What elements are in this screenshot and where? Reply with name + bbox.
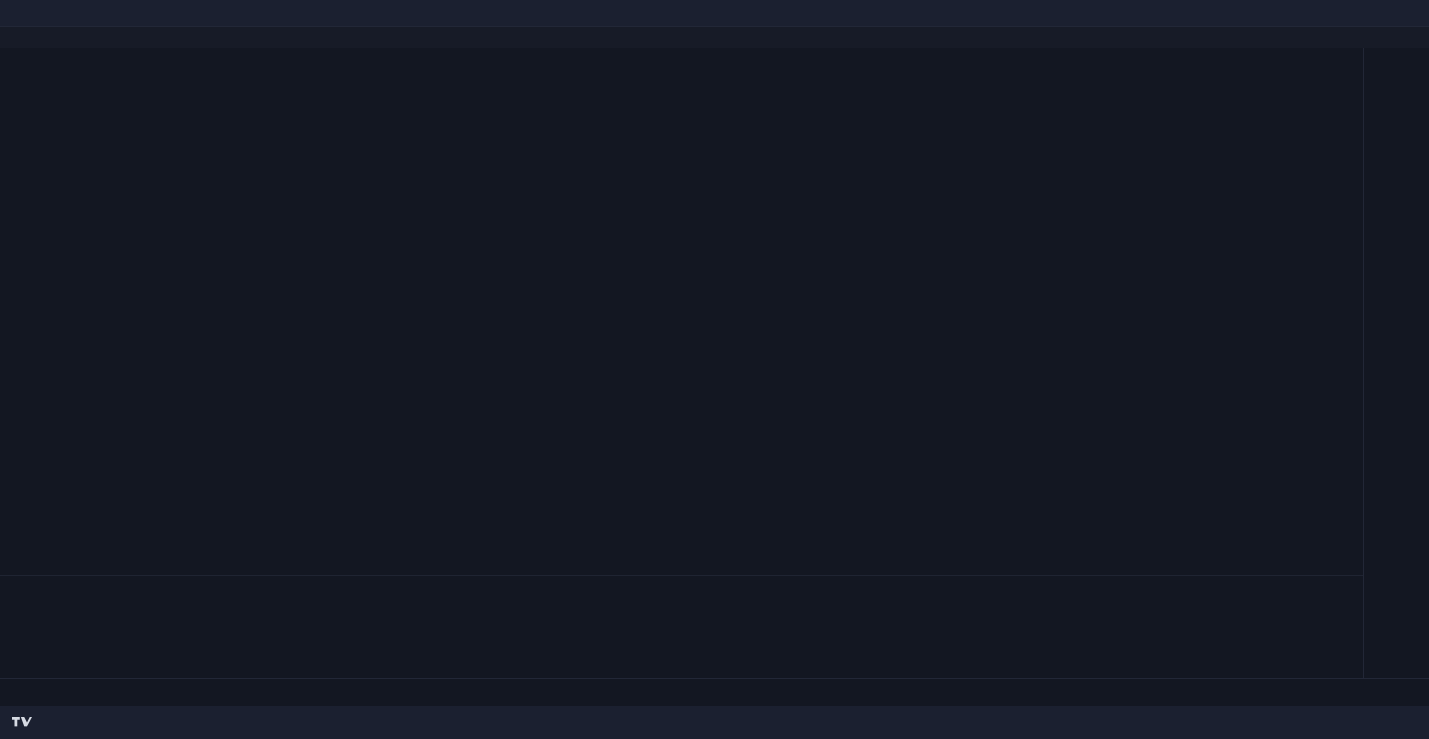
price-axis[interactable] <box>1363 48 1429 678</box>
symbol-legend-bar <box>0 26 1429 48</box>
footer-bar <box>0 706 1429 739</box>
chart-area[interactable] <box>0 48 1429 706</box>
time-axis[interactable] <box>0 678 1429 706</box>
price-pane[interactable] <box>0 48 1363 573</box>
tradingview-logo-icon <box>12 716 32 729</box>
rsi-pane[interactable] <box>0 575 1363 678</box>
rsi-plot[interactable] <box>0 576 1363 678</box>
publisher-bar <box>0 0 1429 26</box>
price-plot[interactable] <box>0 48 1363 573</box>
